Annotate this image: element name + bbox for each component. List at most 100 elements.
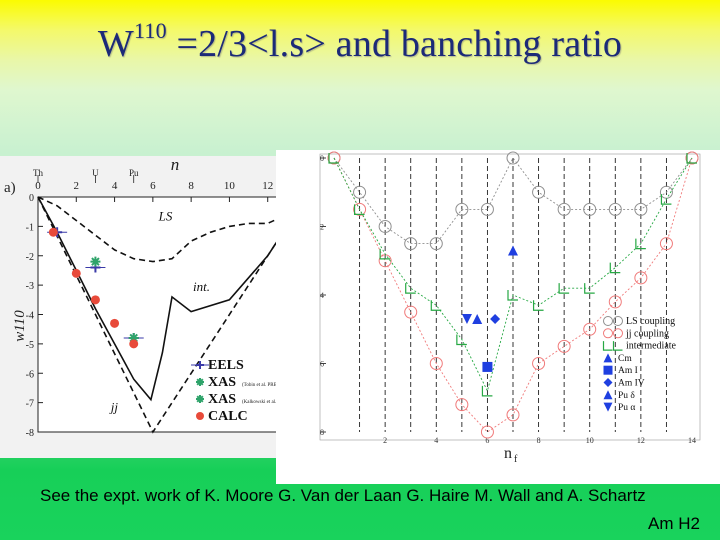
x-tick-label-a: 0: [35, 180, 41, 192]
y-tick-label-a: -6: [26, 369, 34, 380]
series-point-ls-coupling: [429, 237, 443, 251]
series-point-intermediate: [660, 194, 672, 205]
chart-panel-a: 02468101214nThUPu0-1-2-3-4-5-6-7-8w110a)…: [0, 155, 322, 458]
point-xas: [128, 333, 139, 343]
x-tick-label-b: 4: [434, 436, 438, 445]
x-axis-label-a: n: [171, 156, 180, 174]
series-point-jj-coupling: [327, 151, 341, 165]
series-point-ls-coupling: [532, 185, 546, 199]
series-point-ls-coupling: [557, 202, 571, 216]
legend-marker-a: [191, 361, 209, 369]
series-point-intermediate: [609, 262, 621, 274]
series-point-jj-coupling: [608, 295, 622, 309]
series-point-jj-coupling: [480, 425, 494, 439]
series-point-intermediate: [558, 283, 570, 294]
page-tag: Am H2: [648, 514, 700, 533]
series-point-jj-coupling: [532, 357, 546, 370]
curve-ls: [37, 196, 307, 263]
legend-marker-b: [613, 328, 623, 339]
title-rest: =2/3<l.s> and banching ratio: [166, 23, 623, 65]
x-tick-label-a: 6: [150, 180, 156, 192]
y-tick-label-a: -3: [26, 281, 34, 292]
curve-label: jj: [109, 399, 119, 414]
series-point-ls-coupling: [455, 202, 469, 216]
panel-a-label: a): [4, 180, 16, 196]
x-tick-label-b: 12: [637, 436, 645, 445]
point-calc: [129, 339, 139, 349]
series-point-intermediate: [405, 283, 416, 294]
exp-point-pu-δ: [472, 313, 483, 324]
series-point-intermediate: [328, 153, 339, 164]
footnote-text: See the expt. work of K. Moore G. Van de…: [40, 486, 646, 505]
series-point-jj-coupling: [404, 305, 418, 319]
point-calc: [90, 295, 100, 305]
x-tick-label-a: 2: [74, 180, 80, 192]
chart-panel-b: 0 2 4 6 8 2 4 6 8 10 12 14 n f LS coupling jj coupling i…: [276, 150, 720, 484]
series-point-ls-coupling: [480, 202, 494, 216]
point-calc: [71, 268, 81, 278]
x-tick-label-b: 8: [537, 436, 541, 445]
y-tick-label-b: 6: [320, 360, 324, 369]
legend-marker-b: [612, 341, 623, 351]
legend-label-b: LS coupling: [626, 316, 675, 327]
legend-label-a: EELS: [208, 358, 244, 373]
legend-ref-a: (Tobin et al. PRB 2003): [242, 383, 290, 388]
curve-label: LS: [158, 209, 173, 224]
point-calc: [110, 318, 120, 328]
series-point-intermediate: [456, 334, 467, 346]
y-tick-label-b: 0: [320, 154, 324, 163]
series-point-jj-coupling: [685, 151, 699, 165]
legend-marker-b: [603, 316, 613, 326]
legend-ref-a: (Kalkowski et al. PRB 1987): [242, 400, 300, 405]
y-tick-label-a: -1: [26, 222, 34, 233]
legend-marker-b: [603, 365, 613, 375]
legend-marker-b: [613, 316, 623, 326]
element-marker-label: Pu: [129, 168, 139, 178]
legend-marker-a: [196, 395, 204, 403]
series-point-jj-coupling: [455, 398, 469, 412]
legend-label-a: XAS: [208, 392, 236, 407]
series-point-jj-coupling: [506, 408, 520, 422]
y-tick-label-a: -5: [26, 340, 34, 351]
series-point-jj-coupling: [429, 357, 443, 370]
series-point-intermediate: [532, 300, 544, 311]
y-tick-label-a: 0: [29, 193, 34, 204]
y-tick-label-b: 8: [320, 428, 324, 437]
series-point-ls-coupling: [353, 185, 367, 199]
curve-jj: [37, 196, 307, 434]
title-superscript: 110: [133, 18, 167, 44]
series-point-ls-coupling: [608, 202, 622, 216]
y-tick-label-a: -4: [26, 311, 34, 322]
legend-label-b: jj coupling: [625, 328, 669, 339]
legend-marker-b: [603, 378, 613, 387]
legend-marker-b: [602, 341, 613, 351]
series-point-intermediate: [635, 238, 646, 250]
point-xas: [90, 256, 101, 267]
legend-label-a: CALC: [208, 409, 248, 424]
series-point-intermediate: [584, 283, 595, 294]
y-tick-label-b: 4: [320, 291, 324, 300]
curve-label: int.: [193, 279, 210, 294]
legend-marker-b: [603, 390, 613, 400]
legend-label-b: Am I: [618, 366, 638, 376]
series-point-ls-coupling: [506, 151, 520, 165]
exp-point-am-iv: [490, 313, 501, 324]
series-line-intermediate: [333, 157, 693, 393]
series-point-intermediate: [481, 385, 493, 397]
series-line-jj-coupling: [333, 157, 693, 433]
series-point-intermediate: [430, 300, 442, 311]
x-tick-label-a: 12: [262, 180, 273, 192]
x-tick-label-a: 8: [188, 180, 194, 192]
series-point-ls-coupling: [634, 202, 648, 216]
x-tick-label-b: 10: [586, 436, 594, 445]
series-point-intermediate: [507, 290, 518, 301]
x-tick-label-b: 2: [383, 436, 387, 445]
y-tick-label-b: 2: [320, 223, 324, 232]
legend-label-b: Pu δ: [618, 391, 635, 401]
legend-label-b: Cm: [618, 354, 632, 364]
x-tick-label-a: 4: [112, 180, 118, 192]
y-tick-label-a: -2: [26, 252, 34, 263]
series-point-jj-coupling: [378, 254, 392, 268]
x-tick-label-b: 14: [688, 436, 696, 445]
